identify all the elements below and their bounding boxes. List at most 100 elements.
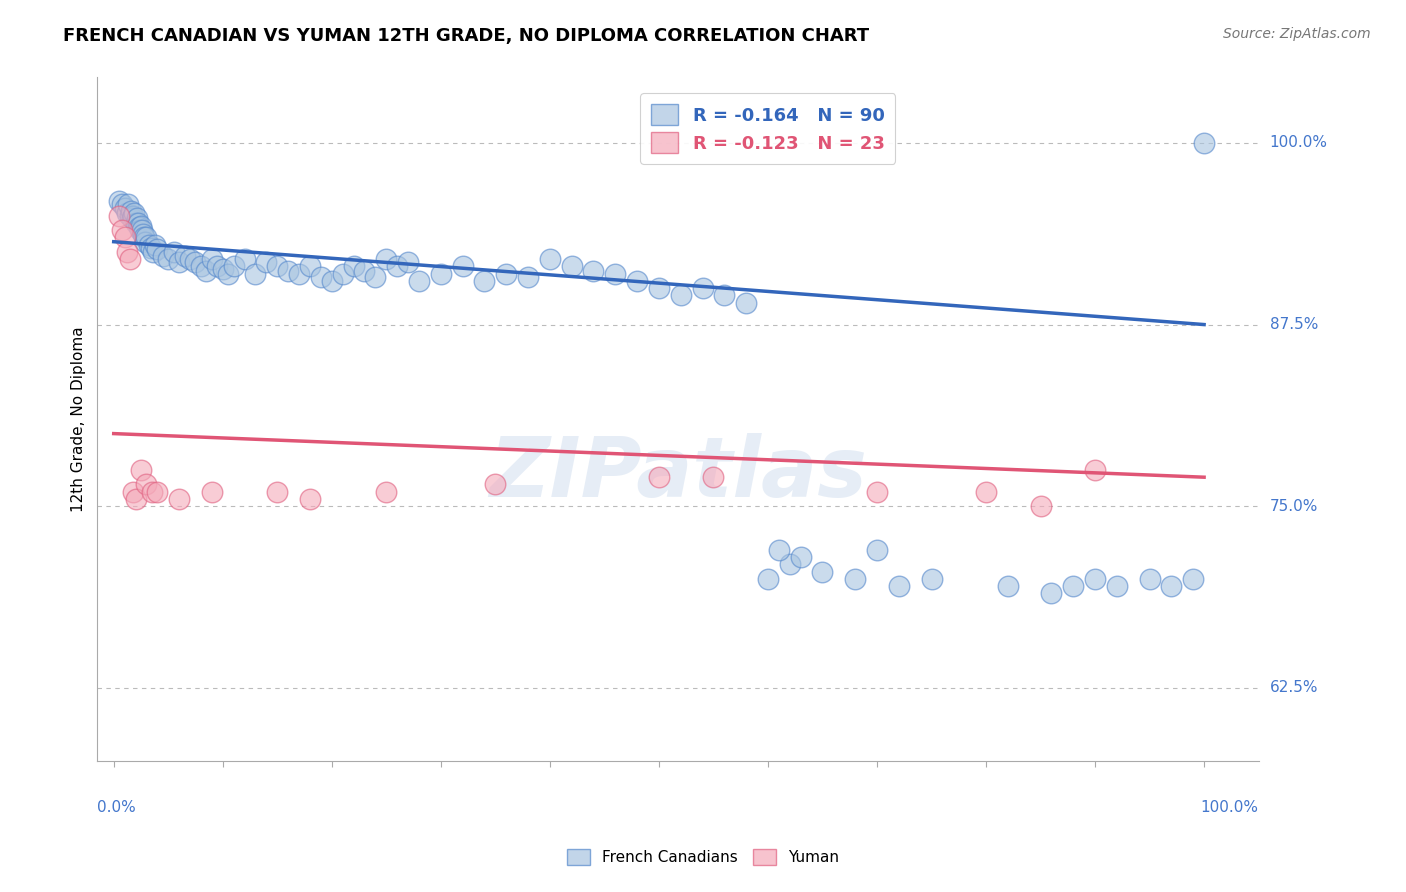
Point — [184, 255, 207, 269]
Point — [866, 484, 889, 499]
Point — [561, 260, 583, 274]
Point — [135, 477, 157, 491]
Point — [288, 267, 311, 281]
Point — [129, 219, 152, 233]
Point — [111, 223, 134, 237]
Point — [128, 223, 150, 237]
Point — [408, 274, 430, 288]
Point — [474, 274, 496, 288]
Point — [1182, 572, 1205, 586]
Point — [152, 249, 174, 263]
Point — [866, 542, 889, 557]
Point — [887, 579, 910, 593]
Point — [138, 237, 160, 252]
Point — [702, 470, 724, 484]
Legend: French Canadians, Yuman: French Canadians, Yuman — [561, 843, 845, 871]
Point — [1040, 586, 1063, 600]
Text: 75.0%: 75.0% — [1270, 499, 1317, 514]
Text: 100.0%: 100.0% — [1201, 799, 1258, 814]
Point — [111, 197, 134, 211]
Point — [811, 565, 834, 579]
Text: 87.5%: 87.5% — [1270, 317, 1317, 332]
Point — [298, 491, 321, 506]
Point — [266, 260, 288, 274]
Point — [375, 252, 398, 267]
Point — [127, 216, 149, 230]
Point — [139, 240, 162, 254]
Point — [1084, 463, 1107, 477]
Text: ZIPatlas: ZIPatlas — [489, 434, 868, 514]
Point — [167, 255, 190, 269]
Point — [321, 274, 343, 288]
Legend: R = -0.164   N = 90, R = -0.123   N = 23: R = -0.164 N = 90, R = -0.123 N = 23 — [640, 94, 896, 164]
Point — [768, 542, 790, 557]
Point — [120, 252, 142, 267]
Point — [207, 260, 229, 274]
Point — [495, 267, 517, 281]
Text: 62.5%: 62.5% — [1270, 681, 1319, 696]
Point — [201, 252, 224, 267]
Point — [142, 244, 165, 259]
Point — [1105, 579, 1128, 593]
Point — [114, 230, 136, 244]
Point — [157, 252, 180, 267]
Point — [997, 579, 1019, 593]
Point — [921, 572, 943, 586]
Point — [245, 267, 267, 281]
Point — [190, 260, 212, 274]
Point — [120, 209, 142, 223]
Point — [108, 194, 131, 208]
Point — [132, 227, 155, 242]
Point — [605, 267, 627, 281]
Point — [1192, 136, 1215, 150]
Point — [122, 209, 145, 223]
Point — [124, 205, 146, 219]
Point — [517, 269, 540, 284]
Point — [201, 484, 224, 499]
Point — [120, 204, 142, 219]
Y-axis label: 12th Grade, No Diploma: 12th Grade, No Diploma — [72, 326, 86, 512]
Point — [298, 260, 321, 274]
Point — [233, 252, 256, 267]
Point — [375, 484, 398, 499]
Point — [195, 264, 218, 278]
Point — [129, 463, 152, 477]
Point — [115, 244, 138, 259]
Text: 0.0%: 0.0% — [97, 799, 136, 814]
Point — [146, 484, 169, 499]
Point — [134, 235, 156, 249]
Point — [179, 252, 201, 267]
Point — [789, 550, 811, 565]
Point — [648, 470, 671, 484]
Point — [582, 264, 605, 278]
Point — [332, 267, 354, 281]
Point — [364, 269, 387, 284]
Point — [538, 252, 561, 267]
Point — [713, 288, 735, 302]
Point — [122, 484, 145, 499]
Text: Source: ZipAtlas.com: Source: ZipAtlas.com — [1223, 27, 1371, 41]
Point — [167, 491, 190, 506]
Point — [756, 572, 779, 586]
Point — [342, 260, 364, 274]
Point — [117, 197, 139, 211]
Point — [121, 211, 143, 226]
Point — [128, 220, 150, 235]
Point — [451, 260, 474, 274]
Point — [134, 230, 156, 244]
Point — [484, 477, 506, 491]
Point — [1160, 579, 1182, 593]
Point — [353, 264, 375, 278]
Point — [254, 255, 277, 269]
Point — [1029, 500, 1052, 514]
Point — [141, 484, 163, 499]
Point — [217, 267, 239, 281]
Point — [143, 237, 166, 252]
Point — [779, 558, 801, 572]
Point — [211, 262, 233, 277]
Point — [844, 572, 866, 586]
Point — [108, 209, 131, 223]
Point — [124, 216, 146, 230]
Point — [692, 281, 714, 295]
Point — [277, 264, 299, 278]
